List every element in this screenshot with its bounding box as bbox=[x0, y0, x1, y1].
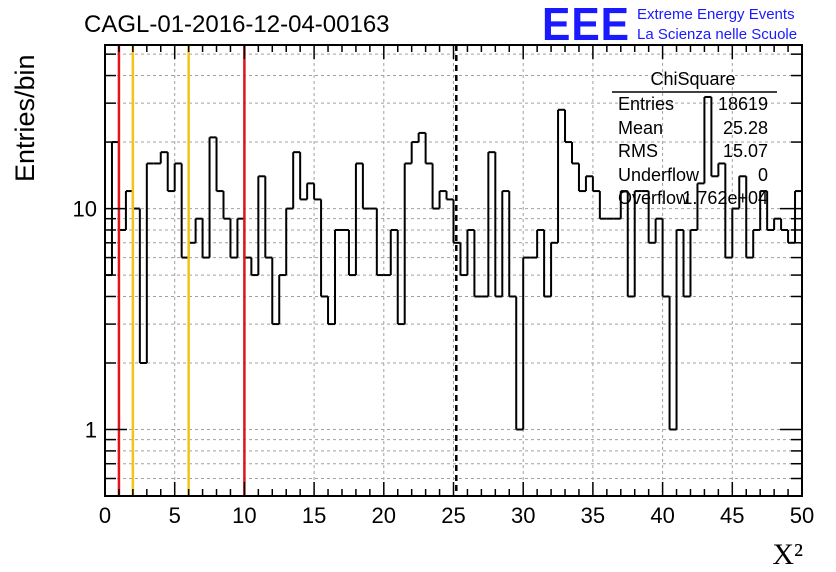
x-tick-label: 50 bbox=[790, 503, 814, 528]
stats-underflow-value: 0 bbox=[758, 165, 768, 185]
stats-mean-label: Mean bbox=[618, 118, 663, 138]
x-tick-label: 40 bbox=[650, 503, 674, 528]
x-tick-label: 20 bbox=[372, 503, 396, 528]
x-tick-label: 10 bbox=[232, 503, 256, 528]
eee-logo-line2: La Scienza nelle Scuole bbox=[637, 26, 797, 43]
x-tick-label: 5 bbox=[169, 503, 181, 528]
stats-rms-value: 15.07 bbox=[723, 141, 768, 161]
eee-logo-line1: Extreme Energy Events bbox=[637, 6, 795, 23]
x-axis-label: X² bbox=[772, 538, 803, 571]
y-axis-label: Entries/bin bbox=[10, 54, 40, 182]
x-tick-label: 30 bbox=[511, 503, 535, 528]
stats-underflow-label: Underflow bbox=[618, 165, 700, 185]
stats-rms-label: RMS bbox=[618, 141, 658, 161]
x-tick-label: 0 bbox=[99, 503, 111, 528]
stats-box-title: ChiSquare bbox=[650, 69, 735, 89]
stats-box: ChiSquare Entries 18619 Mean 25.28 RMS 1… bbox=[612, 69, 777, 208]
eee-logo: EEE Extreme Energy Events La Scienza nel… bbox=[542, 0, 797, 50]
reference-lines bbox=[117, 45, 458, 496]
stats-entries-label: Entries bbox=[618, 94, 674, 114]
x-tick-label: 25 bbox=[441, 503, 465, 528]
stats-overflow-label: Overflow bbox=[618, 188, 690, 208]
stats-overflow-value: 1.762e+04 bbox=[682, 188, 768, 208]
y-tick-label: 10 bbox=[73, 197, 97, 222]
x-tick-label: 45 bbox=[720, 503, 744, 528]
x-tick-label: 35 bbox=[581, 503, 605, 528]
eee-logo-mark: EEE bbox=[542, 0, 630, 50]
y-tick-label: 1 bbox=[85, 417, 97, 442]
stats-mean-value: 25.28 bbox=[723, 118, 768, 138]
axes: 0 5 10 15 20 25 30 35 40 45 50 1 10 bbox=[73, 44, 814, 528]
chart-title: CAGL-01-2016-12-04-00163 bbox=[84, 11, 390, 38]
x-tick-label: 15 bbox=[302, 503, 326, 528]
stats-entries-value: 18619 bbox=[718, 94, 768, 114]
